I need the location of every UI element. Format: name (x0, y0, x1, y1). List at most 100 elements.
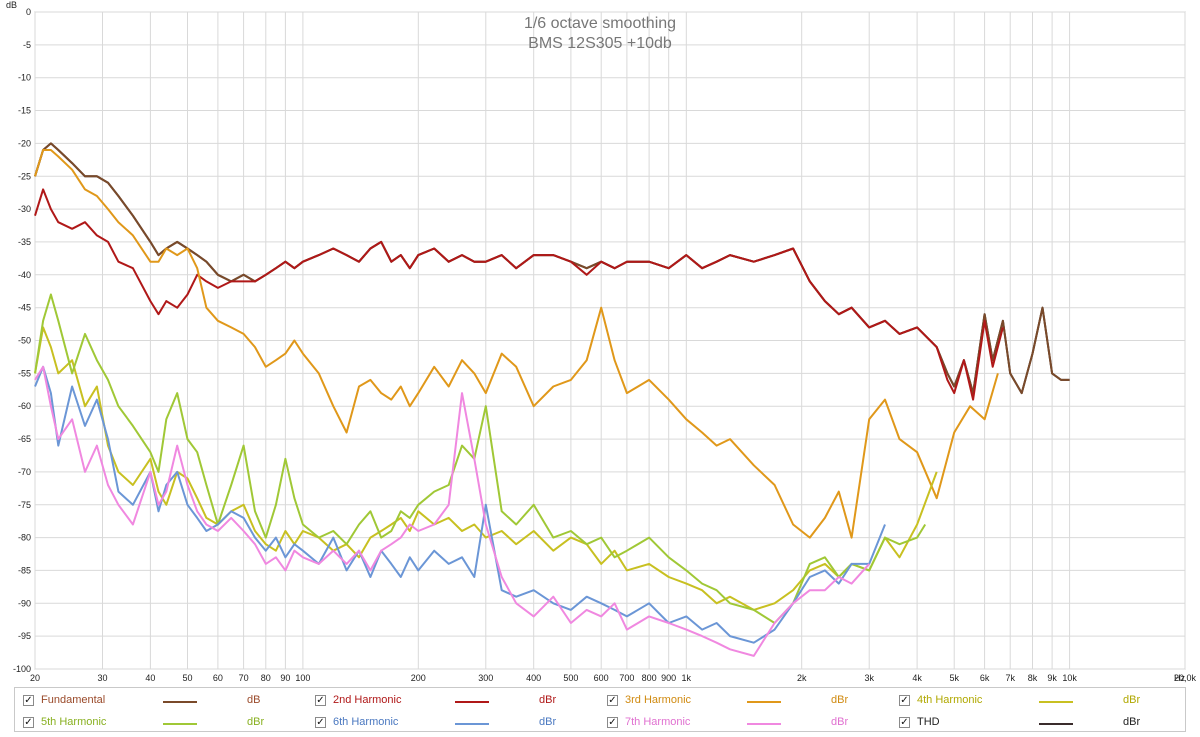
legend-label-3rd-harmonic: 3rd Harmonic (625, 694, 692, 706)
legend-checkbox-2nd-harmonic[interactable]: ✓ (315, 695, 326, 706)
x-tick-label: 50 (182, 673, 192, 683)
x-tick-label: 4k (912, 673, 922, 683)
legend-unit-3rd-harmonic: dBr (831, 694, 849, 706)
y-axis-ticks: 0 -5 -10 -15 -20 -25 -30 -35 -40 -45 -50 -55 -60 -65 -… (13, 7, 31, 674)
series-line-4th-harmonic (34, 326, 938, 611)
legend-item-5th-harmonic: ✓ 5th Harmonic dBr (23, 714, 293, 732)
legend-item-7th-harmonic: ✓ 7th Harmonic dBr (607, 714, 877, 732)
chart-subtitle: BMS 12S305 +10db (528, 35, 672, 52)
y-tick-label: -10 (18, 73, 31, 83)
y-tick-label: -15 (18, 106, 31, 116)
legend-unit-5th-harmonic: dBr (247, 716, 265, 728)
legend-unit-thd: dBr (1123, 716, 1141, 728)
legend-checkbox-fundamental[interactable]: ✓ (23, 695, 34, 706)
legend-label-4th-harmonic: 4th Harmonic (917, 694, 983, 706)
x-tick-label: 700 (619, 673, 634, 683)
x-tick-label: 9k (1047, 673, 1057, 683)
x-tick-label: 100 (295, 673, 310, 683)
x-tick-label: 80 (261, 673, 271, 683)
y-tick-label: -35 (18, 237, 31, 247)
legend-unit-4th-harmonic: dBr (1123, 694, 1141, 706)
legend-item-2nd-harmonic: ✓ 2nd Harmonic dBr (315, 692, 585, 710)
x-tick-label: 10k (1062, 673, 1077, 683)
y-tick-label: -90 (18, 598, 31, 608)
legend-unit-fundamental: dB (247, 694, 261, 706)
legend-checkbox-3rd-harmonic[interactable]: ✓ (607, 695, 618, 706)
x-tick-label: 20 (30, 673, 40, 683)
legend-unit-2nd-harmonic: dBr (539, 694, 557, 706)
legend-unit-6th-harmonic: dBr (539, 716, 557, 728)
y-tick-label: -80 (18, 533, 31, 543)
x-tick-label: 30 (97, 673, 107, 683)
legend-swatch-7th-harmonic (747, 723, 781, 725)
x-tick-label: 200 (411, 673, 426, 683)
y-tick-label: -40 (18, 270, 31, 280)
x-tick-label: 90 (280, 673, 290, 683)
legend-checkbox-5th-harmonic[interactable]: ✓ (23, 717, 34, 728)
legend-label-6th-harmonic: 6th Harmonic (333, 716, 399, 728)
y-tick-label: -85 (18, 565, 31, 575)
x-tick-label: 60 (213, 673, 223, 683)
x-tick-label: 6k (980, 673, 990, 683)
x-tick-label: 8k (1028, 673, 1038, 683)
x-axis-ticks: 20 30 40 50 60 70 80 90 100 200 300 400 500 600 700 800… (30, 673, 1197, 683)
legend: ✓ Fundamental dB ✓ 2nd Harmonic dBr ✓ 3rd Harmo… (14, 687, 1186, 732)
legend-checkbox-6th-harmonic[interactable]: ✓ (315, 717, 326, 728)
legend-label-7th-harmonic: 7th Harmonic (625, 716, 691, 728)
legend-swatch-2nd-harmonic (455, 701, 489, 703)
legend-label-2nd-harmonic: 2nd Harmonic (333, 694, 402, 706)
y-tick-label: -75 (18, 500, 31, 510)
y-tick-label: -20 (18, 138, 31, 148)
legend-swatch-fundamental (163, 701, 197, 703)
legend-checkbox-4th-harmonic[interactable]: ✓ (899, 695, 910, 706)
x-tick-label: 2k (797, 673, 807, 683)
legend-unit-7th-harmonic: dBr (831, 716, 849, 728)
x-tick-label: 70 (239, 673, 249, 683)
x-tick-label: 3k (864, 673, 874, 683)
series-layer (34, 142, 1070, 657)
y-tick-label: -95 (18, 631, 31, 641)
x-tick-label: 500 (563, 673, 578, 683)
y-tick-label: -30 (18, 204, 31, 214)
legend-swatch-6th-harmonic (455, 723, 489, 725)
x-tick-label: 800 (642, 673, 657, 683)
chart-title: 1/6 octave smoothing (524, 15, 676, 32)
legend-swatch-4th-harmonic (1039, 701, 1073, 703)
legend-item-6th-harmonic: ✓ 6th Harmonic dBr (315, 714, 585, 732)
x-tick-label: 1k (682, 673, 692, 683)
x-axis-unit: Hz (1174, 673, 1185, 683)
legend-item-thd: ✓ THD dBr (899, 714, 1169, 732)
legend-swatch-thd (1039, 723, 1073, 725)
series-line-6th-harmonic (34, 365, 886, 644)
x-tick-label: 5k (949, 673, 959, 683)
y-tick-label: -60 (18, 401, 31, 411)
series-line-7th-harmonic (34, 365, 870, 657)
y-tick-label: -5 (23, 40, 31, 50)
legend-label-thd: THD (917, 716, 940, 728)
legend-checkbox-thd[interactable]: ✓ (899, 717, 910, 728)
x-tick-label: 900 (661, 673, 676, 683)
series-line-5th-harmonic (34, 293, 927, 624)
x-tick-label: 7k (1005, 673, 1015, 683)
legend-label-5th-harmonic: 5th Harmonic (41, 716, 107, 728)
x-tick-label: 40 (145, 673, 155, 683)
chart-area: 0 -5 -10 -15 -20 -25 -30 -35 -40 -45 -50 -55 -60 -65 -… (6, 0, 1197, 683)
x-tick-label: 300 (478, 673, 493, 683)
y-tick-label: -25 (18, 171, 31, 181)
y-tick-label: -55 (18, 368, 31, 378)
y-tick-label: -45 (18, 303, 31, 313)
x-tick-label: 600 (594, 673, 609, 683)
series-line-3rd-harmonic (34, 149, 999, 539)
legend-item-3rd-harmonic: ✓ 3rd Harmonic dBr (607, 692, 877, 710)
series-line-2nd-harmonic (34, 188, 1004, 401)
y-tick-label: -70 (18, 467, 31, 477)
y-tick-label: -100 (13, 664, 31, 674)
legend-item-4th-harmonic: ✓ 4th Harmonic dBr (899, 692, 1169, 710)
y-tick-label: -50 (18, 336, 31, 346)
grid-lines (34, 11, 1186, 670)
legend-checkbox-7th-harmonic[interactable]: ✓ (607, 717, 618, 728)
x-tick-label: 400 (526, 673, 541, 683)
y-tick-label: -65 (18, 434, 31, 444)
y-axis-unit: dB (6, 0, 17, 10)
x-tick-label: 20,0k (1174, 673, 1197, 683)
